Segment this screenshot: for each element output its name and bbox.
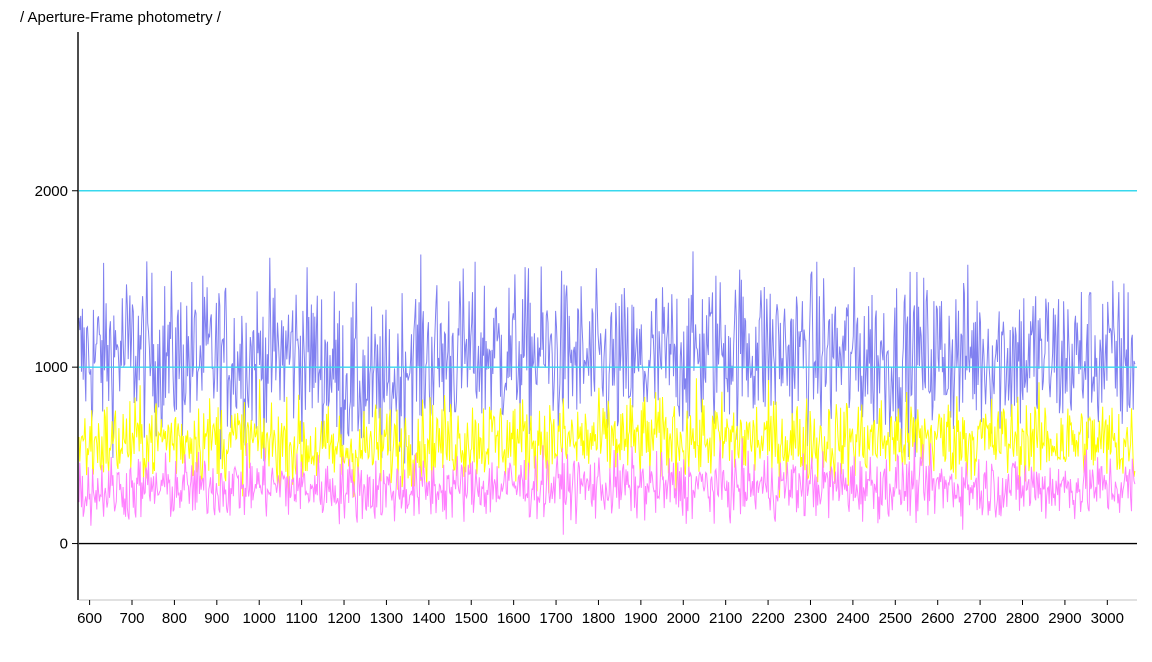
x-tick-label: 1800 — [582, 610, 615, 627]
x-tick-label: 1300 — [370, 610, 403, 627]
x-tick-label: 1100 — [285, 610, 317, 627]
x-tick-label: 1000 — [243, 610, 276, 627]
x-tick-label: 3000 — [1091, 610, 1124, 627]
x-tick-label: 1600 — [497, 610, 530, 627]
x-tick-label: 2100 — [709, 610, 742, 627]
x-axis-ticks: 600 700 800 900 1000 1100 1200 1300 1400 1500 1600… — [77, 599, 1137, 627]
x-tick-label: 1400 — [412, 610, 445, 627]
x-tick-label: 700 — [119, 610, 144, 627]
x-tick-label: 2300 — [794, 610, 827, 627]
x-tick-label: 1500 — [455, 610, 488, 627]
series-line-3 — [78, 438, 1136, 535]
x-tick-label: 2200 — [751, 610, 784, 627]
x-tick-label: 2800 — [1006, 610, 1039, 627]
x-tick-label: 900 — [204, 610, 229, 627]
y-axis-ticks: 0 1000 2000 — [35, 183, 78, 553]
y-tick-label: 1000 — [35, 359, 68, 376]
x-tick-label: 2000 — [667, 610, 700, 627]
series-line-2 — [78, 378, 1136, 500]
chart-title: / Aperture-Frame photometry / — [20, 9, 222, 26]
x-tick-label: 2700 — [963, 610, 996, 627]
reference-lines — [79, 190, 1137, 545]
x-tick-label: 800 — [162, 610, 187, 627]
x-tick-label: 2600 — [921, 610, 954, 627]
x-tick-label: 1700 — [539, 610, 572, 627]
series-layer — [78, 251, 1136, 535]
y-tick-label: 2000 — [35, 183, 68, 200]
x-tick-label: 2400 — [836, 610, 869, 627]
x-tick-label: 2900 — [1048, 610, 1081, 627]
x-tick-label: 600 — [77, 610, 102, 627]
x-tick-label: 1200 — [327, 610, 360, 627]
x-tick-label: 2500 — [879, 610, 912, 627]
x-tick-label: 1900 — [624, 610, 657, 627]
y-tick-label: 0 — [60, 536, 68, 553]
